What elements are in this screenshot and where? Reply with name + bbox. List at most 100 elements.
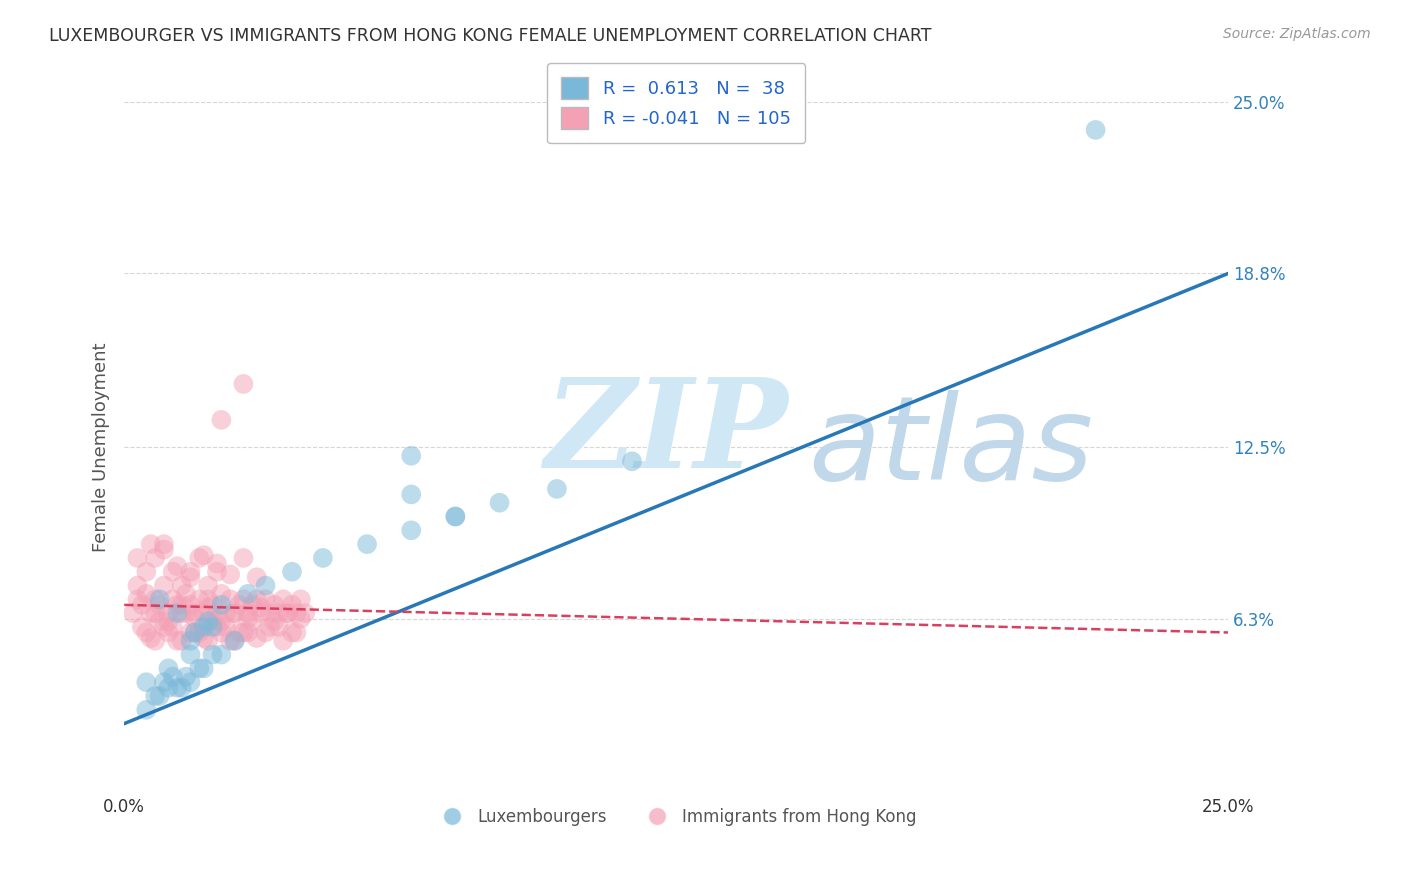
Point [201, 648, 224, 662]
Point [232, 550, 254, 565]
Point [143, 606, 166, 620]
Point [157, 606, 180, 620]
Point [174, 606, 197, 620]
Point [170, 578, 193, 592]
Point [201, 598, 224, 612]
Point [205, 606, 228, 620]
Point [201, 620, 224, 634]
Y-axis label: Female Unemployment: Female Unemployment [93, 343, 110, 552]
Point [232, 592, 254, 607]
Point [259, 620, 281, 634]
Text: ZIP: ZIP [544, 373, 787, 494]
Point [209, 413, 232, 427]
Point [193, 631, 215, 645]
Point [444, 509, 467, 524]
Point [205, 565, 228, 579]
Point [246, 570, 269, 584]
Point [174, 587, 197, 601]
Point [166, 606, 188, 620]
Point [139, 606, 162, 620]
Point [184, 612, 207, 626]
Point [263, 615, 285, 629]
Point [131, 598, 153, 612]
Point [135, 587, 157, 601]
Point [166, 559, 188, 574]
Point [488, 496, 510, 510]
Point [179, 675, 201, 690]
Point [281, 598, 304, 612]
Point [219, 592, 242, 607]
Point [267, 606, 290, 620]
Point [224, 633, 246, 648]
Point [148, 592, 170, 607]
Point [153, 537, 176, 551]
Point [232, 376, 254, 391]
Point [356, 537, 378, 551]
Point [122, 606, 145, 620]
Point [546, 482, 568, 496]
Point [166, 598, 188, 612]
Point [184, 625, 207, 640]
Point [184, 625, 207, 640]
Point [143, 633, 166, 648]
Point [250, 606, 273, 620]
Point [399, 487, 422, 501]
Point [263, 598, 285, 612]
Text: Source: ZipAtlas.com: Source: ZipAtlas.com [1223, 27, 1371, 41]
Point [219, 633, 242, 648]
Point [250, 600, 273, 615]
Point [179, 633, 201, 648]
Point [193, 620, 215, 634]
Point [143, 592, 166, 607]
Point [254, 625, 277, 640]
Point [170, 598, 193, 612]
Point [153, 620, 176, 634]
Point [184, 606, 207, 620]
Point [179, 565, 201, 579]
Text: atlas: atlas [808, 391, 1094, 505]
Point [193, 661, 215, 675]
Point [148, 689, 170, 703]
Point [135, 703, 157, 717]
Point [209, 625, 232, 640]
Point [179, 648, 201, 662]
Point [162, 620, 184, 634]
Point [153, 675, 176, 690]
Point [224, 606, 246, 620]
Point [188, 592, 211, 607]
Point [162, 592, 184, 607]
Point [290, 612, 312, 626]
Legend: Luxembourgers, Immigrants from Hong Kong: Luxembourgers, Immigrants from Hong Kong [429, 801, 924, 832]
Point [157, 681, 180, 695]
Point [188, 625, 211, 640]
Point [215, 606, 238, 620]
Point [170, 606, 193, 620]
Point [399, 524, 422, 538]
Point [209, 598, 232, 612]
Point [131, 620, 153, 634]
Point [174, 670, 197, 684]
Point [271, 592, 294, 607]
Point [294, 606, 316, 620]
Point [236, 606, 259, 620]
Point [127, 592, 149, 607]
Point [254, 592, 277, 607]
Point [153, 578, 176, 592]
Point [139, 631, 162, 645]
Point [148, 598, 170, 612]
Point [170, 633, 193, 648]
Point [179, 598, 201, 612]
Point [209, 615, 232, 629]
Point [188, 661, 211, 675]
Text: LUXEMBOURGER VS IMMIGRANTS FROM HONG KONG FEMALE UNEMPLOYMENT CORRELATION CHART: LUXEMBOURGER VS IMMIGRANTS FROM HONG KON… [49, 27, 932, 45]
Point [281, 625, 304, 640]
Point [127, 550, 149, 565]
Point [246, 592, 269, 607]
Point [219, 567, 242, 582]
Point [205, 620, 228, 634]
Point [228, 598, 250, 612]
Point [232, 625, 254, 640]
Point [240, 598, 263, 612]
Point [277, 606, 299, 620]
Point [135, 675, 157, 690]
